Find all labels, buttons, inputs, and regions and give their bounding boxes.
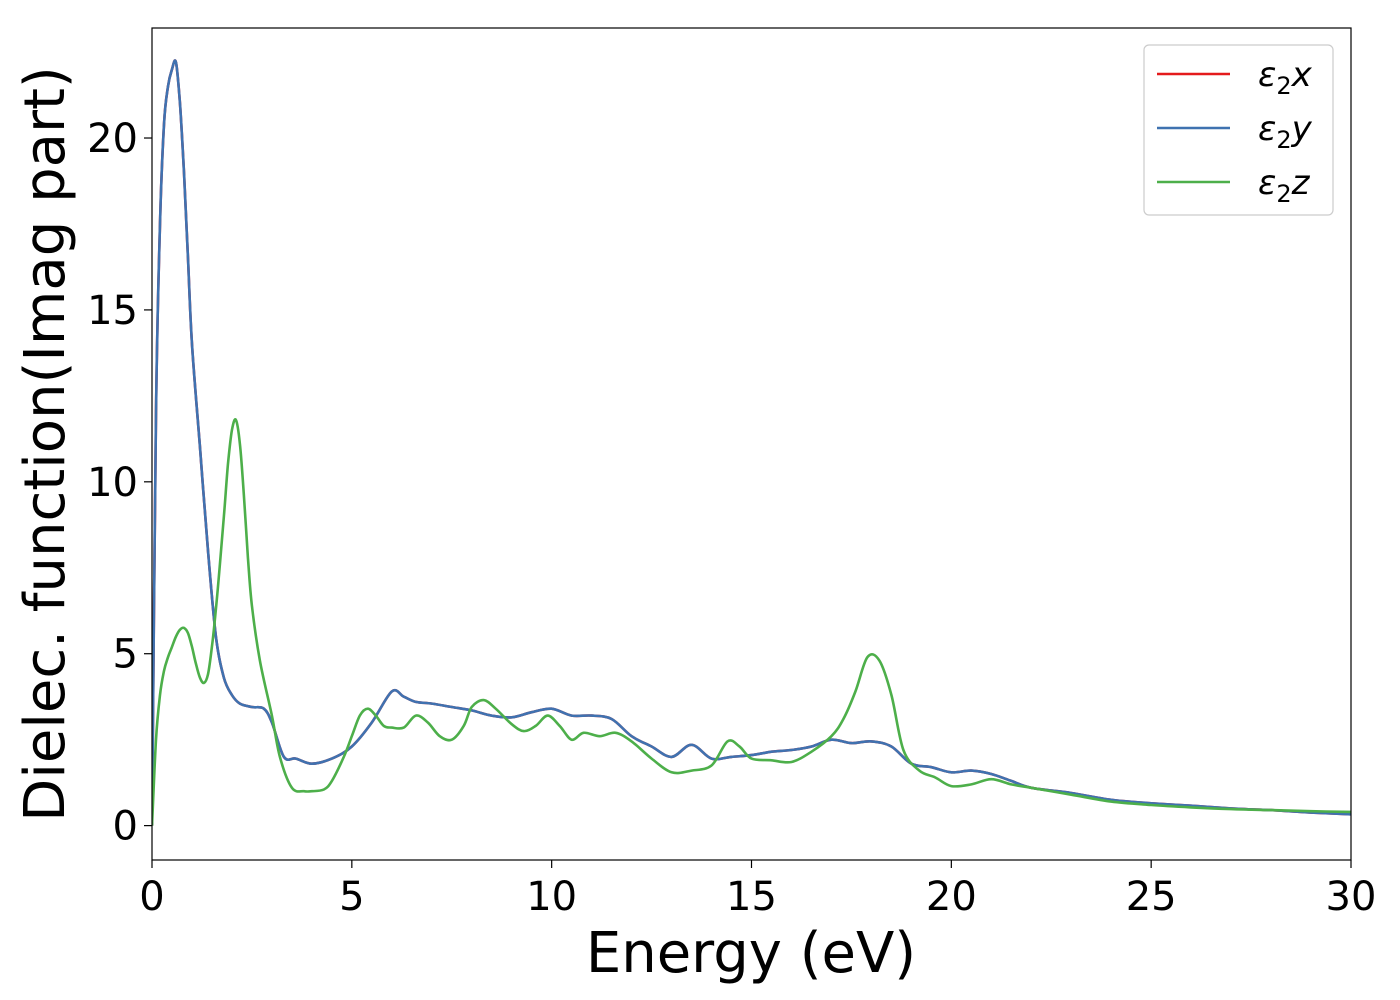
y-tick-label: 20 — [87, 116, 138, 162]
x-tick-label: 10 — [526, 874, 577, 920]
y-tick-label: 0 — [113, 804, 138, 850]
x-tick-label: 0 — [139, 874, 164, 920]
x-tick-label: 15 — [726, 874, 777, 920]
legend-label-z: ε2z — [1258, 163, 1311, 208]
x-axis-title: Energy (eV) — [586, 921, 916, 986]
y-tick-label: 10 — [87, 460, 138, 506]
y-axis: 0 5 10 15 20 — [87, 116, 152, 850]
x-axis: 0 5 10 15 20 25 30 — [139, 860, 1376, 920]
y-tick-label: 15 — [87, 288, 138, 334]
x-tick-label: 30 — [1326, 874, 1377, 920]
x-tick-label: 5 — [339, 874, 364, 920]
y-tick-label: 5 — [113, 632, 138, 678]
legend: ε2x ε2y ε2z — [1143, 44, 1334, 216]
x-tick-label: 20 — [926, 874, 977, 920]
series-line-z — [152, 418, 1351, 826]
legend-label-x: ε2x — [1258, 55, 1313, 100]
x-tick-label: 25 — [1126, 874, 1177, 920]
series-line-y — [152, 59, 1351, 826]
series-layer — [152, 59, 1351, 826]
y-axis-title: Dielec. function(Imag part) — [13, 66, 78, 822]
legend-label-y: ε2y — [1258, 109, 1313, 154]
legend-box — [1143, 44, 1334, 216]
